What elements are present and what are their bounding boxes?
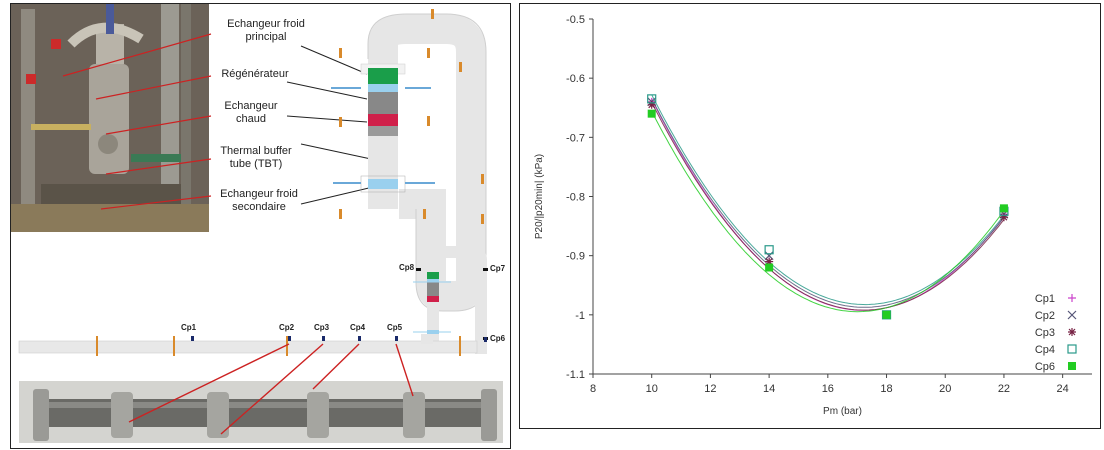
label-line: secondaire [232, 201, 286, 213]
y-tick-label: -0.9 [566, 251, 585, 263]
y-tick-label: -0.8 [566, 192, 585, 204]
label-line: chaud [236, 113, 266, 125]
legend-label-cp3: Cp3 [1035, 327, 1055, 339]
label-line: Echangeur [224, 100, 278, 112]
curve-cp3 [651, 102, 1005, 311]
label-line: Thermal buffer [220, 145, 292, 157]
legend-marker-cp2 [1067, 310, 1077, 320]
sensor-cp5: Cp5 [387, 323, 403, 332]
y-tick-label: -0.7 [566, 132, 585, 144]
apparatus-photo [11, 4, 209, 232]
point-cp6 [999, 204, 1008, 213]
legend-label-cp4: Cp4 [1035, 344, 1055, 356]
legend-label-cp6: Cp6 [1035, 361, 1055, 373]
point-cp6 [765, 263, 774, 272]
pressure-chart: 8 10 12 14 16 18 20 22 24 -0.5 -0.6 -0.7 -0.8 -0.9 -1 -… [534, 14, 1092, 417]
legend-marker-cp1 [1068, 294, 1076, 302]
curve-cp6 [651, 111, 1005, 313]
label-secondary-cold-exchanger: Echangeur froid secondaire [211, 188, 307, 214]
y-tick-label: -1.1 [566, 369, 585, 381]
x-tick-label: 16 [822, 383, 834, 395]
point-cp4 [647, 94, 657, 104]
sensor-cp8: Cp8 [399, 263, 415, 272]
y-axis-label: P20/|p20min| (kPa) [534, 154, 545, 239]
x-tick-label: 20 [939, 383, 951, 395]
label-line: principal [245, 31, 287, 43]
curve-cp1 [651, 99, 1005, 311]
legend-marker-cp3 [1068, 328, 1076, 336]
point-cp4 [764, 245, 774, 255]
label-line: Echangeur froid [227, 18, 305, 30]
point-cp3 [765, 257, 774, 266]
y-tick-label: -1 [575, 310, 585, 322]
y-tick-label: -0.5 [566, 14, 585, 26]
legend-marker-cp4 [1067, 344, 1077, 354]
sensor-cp4: Cp4 [350, 323, 366, 332]
x-tick-label: 22 [998, 383, 1010, 395]
photo-pointer-lines [62, 33, 212, 210]
sensor-pointer-arrows [128, 343, 414, 435]
point-cp3 [999, 213, 1008, 222]
curve-cp4 [651, 94, 1005, 306]
x-tick-label: 14 [763, 383, 775, 395]
point-cp6 [647, 109, 656, 118]
x-tick-label: 24 [1057, 383, 1069, 395]
sensor-cp1: Cp1 [181, 323, 197, 332]
x-tick-label: 12 [704, 383, 716, 395]
apparatus-diagram-panel: Echangeur froid principal Régénérateur E… [10, 3, 511, 449]
curve-cp2 [651, 98, 1005, 308]
x-tick-label: 18 [880, 383, 892, 395]
label-tbt: Thermal buffer tube (TBT) [211, 145, 301, 171]
label-line: Régénérateur [221, 68, 289, 80]
point-cp3 [647, 100, 656, 109]
legend-label-cp1: Cp1 [1035, 293, 1055, 305]
chart-panel: 8 10 12 14 16 18 20 22 24 -0.5 -0.6 -0.7 -0.8 -0.9 -1 -… [519, 3, 1101, 429]
x-axis-label: Pm (bar) [823, 406, 862, 417]
tube-photo [19, 381, 503, 443]
sensor-cp6: Cp6 [490, 334, 506, 343]
x-tick-label: 8 [590, 383, 596, 395]
label-main-cold-exchanger: Echangeur froid principal [211, 18, 321, 44]
apparatus-svg [11, 4, 503, 443]
x-tick-label: 10 [646, 383, 658, 395]
small-loop-schematic [413, 246, 488, 354]
legend-marker-cp6 [1068, 362, 1076, 370]
schematic-pointer-lines [286, 45, 374, 205]
label-regenerator: Régénérateur [211, 68, 299, 81]
label-line: tube (TBT) [229, 158, 283, 170]
sensor-cp7: Cp7 [490, 264, 506, 273]
sensor-cp2: Cp2 [279, 323, 295, 332]
label-line: Echangeur froid [220, 188, 298, 200]
resonator-tube [18, 334, 487, 356]
point-cp6 [882, 310, 891, 319]
sensor-cp3: Cp3 [314, 323, 330, 332]
label-hot-exchanger: Echangeur chaud [211, 100, 291, 126]
y-tick-label: -0.6 [566, 73, 585, 85]
legend-label-cp2: Cp2 [1035, 310, 1055, 322]
